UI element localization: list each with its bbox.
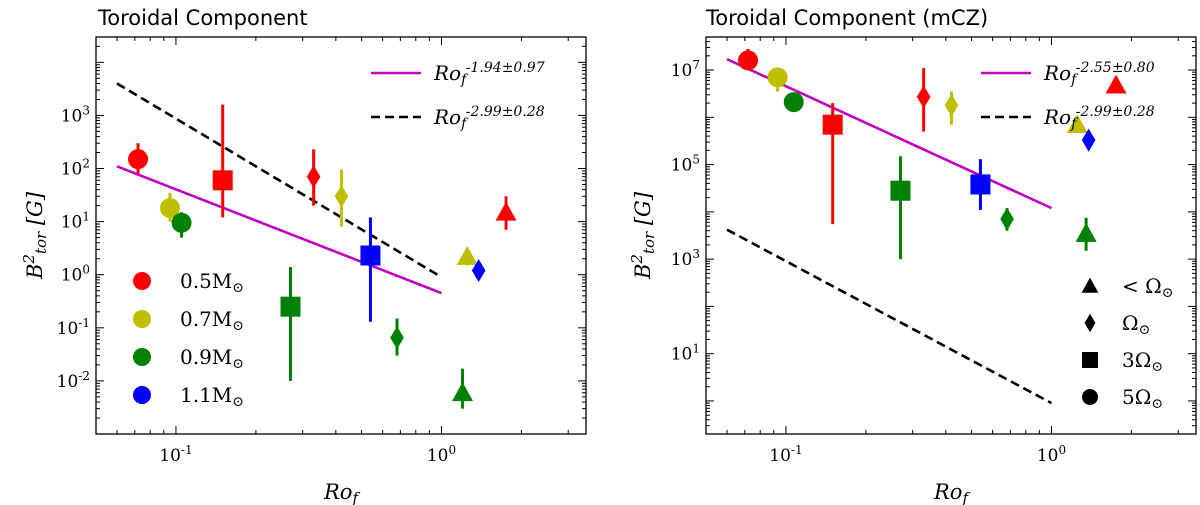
y-tick-label: 100	[61, 263, 90, 286]
data-point-diamond	[1000, 207, 1014, 231]
legend-label: 0.9M⊙	[180, 345, 244, 372]
legend-label: 3Ω⊙	[1122, 348, 1163, 375]
data-point-square	[280, 296, 301, 317]
fit-legend-label: Rof-2.55±0.80	[1043, 60, 1155, 87]
fit-line-dashed	[116, 82, 443, 279]
fit-legend-label: Rof-2.99±0.28	[1043, 104, 1155, 131]
y-tick-label: 101	[671, 342, 700, 365]
y-tick-label: 105	[671, 153, 700, 176]
legend-marker	[1082, 352, 1098, 368]
x-tick-label: 10-1	[769, 443, 802, 466]
plot-frame	[705, 36, 1197, 435]
data-point-circle	[767, 67, 788, 88]
fit-legend: Rof-1.94±0.97 Rof-2.99±0.28	[371, 60, 545, 132]
y-axis-label: B2tor [G]	[628, 191, 658, 280]
legend-label: Ω⊙	[1122, 311, 1150, 338]
y-tick-label: 103	[671, 248, 700, 271]
plot-area	[116, 82, 517, 409]
data-point-square	[890, 180, 911, 201]
x-axis-label: Rof	[933, 480, 970, 505]
y-tick-label: 10-2	[57, 369, 90, 392]
legend-marker	[1081, 277, 1099, 293]
data-point-circle	[738, 50, 759, 71]
data-point-diamond	[306, 165, 321, 189]
left-panel: Toroidal Component 10-1 100 10-2 10-1 100 101 1…	[20, 6, 587, 505]
legend-label: 0.7M⊙	[180, 307, 244, 334]
fit-legend: Rof-2.55±0.80 Rof-2.99±0.28	[981, 60, 1155, 132]
data-point-diamond	[944, 93, 959, 117]
data-point-triangle	[456, 246, 478, 265]
legend-marker	[1082, 389, 1098, 405]
x-tick-label: 10-1	[159, 443, 192, 466]
data-point-diamond	[471, 259, 486, 283]
data-point-circle	[128, 149, 149, 170]
data-point-diamond	[916, 85, 931, 109]
fit-line-dashed	[726, 228, 1053, 405]
chart-title: Toroidal Component	[97, 6, 308, 30]
y-tick-label: 102	[61, 157, 90, 180]
legend-label: < Ω⊙	[1122, 274, 1173, 301]
data-point-triangle	[1075, 222, 1097, 242]
legend-marker	[1084, 313, 1096, 333]
y-axis-label: B2tor [G]	[20, 191, 50, 280]
fit-line-solid	[116, 165, 442, 295]
y-ticks	[96, 36, 586, 435]
y-tick-label: 107	[671, 58, 700, 81]
legend-label: 5Ω⊙	[1122, 385, 1163, 412]
plot-area	[726, 48, 1127, 405]
marker-legend: < Ω⊙ Ω⊙ 3Ω⊙ 5Ω⊙	[1081, 274, 1173, 412]
data-point-diamond	[1081, 128, 1096, 152]
data-point-diamond	[390, 326, 404, 350]
data-point-square	[970, 174, 991, 195]
y-ticks	[706, 36, 1196, 435]
data-point-diamond	[334, 184, 349, 208]
legend-marker	[133, 310, 151, 328]
data-point-square	[360, 245, 381, 266]
data-point-triangle	[452, 382, 474, 402]
data-point-circle	[783, 92, 804, 113]
legend-label: 1.1M⊙	[180, 383, 244, 410]
chart-title: Toroidal Component (mCZ)	[705, 6, 988, 30]
x-tick-label: 100	[1037, 443, 1066, 466]
data-point-triangle	[1066, 114, 1088, 134]
legend-marker	[133, 348, 151, 366]
x-axis-label: Rof	[323, 480, 360, 505]
data-point-square	[212, 170, 233, 191]
plot-frame	[95, 36, 587, 435]
right-panel: Toroidal Component (mCZ) 10-1 100 101 103 105…	[628, 6, 1197, 505]
y-tick-label: 101	[61, 210, 90, 233]
data-point-circle	[171, 212, 192, 233]
y-tick-label: 10-1	[57, 316, 90, 339]
data-point-square	[822, 114, 843, 135]
x-ticks	[95, 37, 569, 434]
x-tick-label: 100	[427, 443, 456, 466]
fit-legend-label: Rof-2.99±0.28	[433, 104, 545, 131]
legend-label: 0.5M⊙	[180, 269, 244, 296]
y-tick-label: 103	[61, 104, 90, 127]
legend-marker	[133, 386, 151, 404]
legend-marker	[133, 272, 151, 290]
x-ticks	[705, 37, 1179, 434]
data-point-triangle	[1105, 74, 1127, 94]
marker-legend: 0.5M⊙ 0.7M⊙ 0.9M⊙ 1.1M⊙	[133, 269, 244, 410]
data-point-circle	[160, 198, 181, 219]
fit-legend-label: Rof-1.94±0.97	[433, 60, 545, 87]
data-point-triangle	[495, 201, 517, 221]
